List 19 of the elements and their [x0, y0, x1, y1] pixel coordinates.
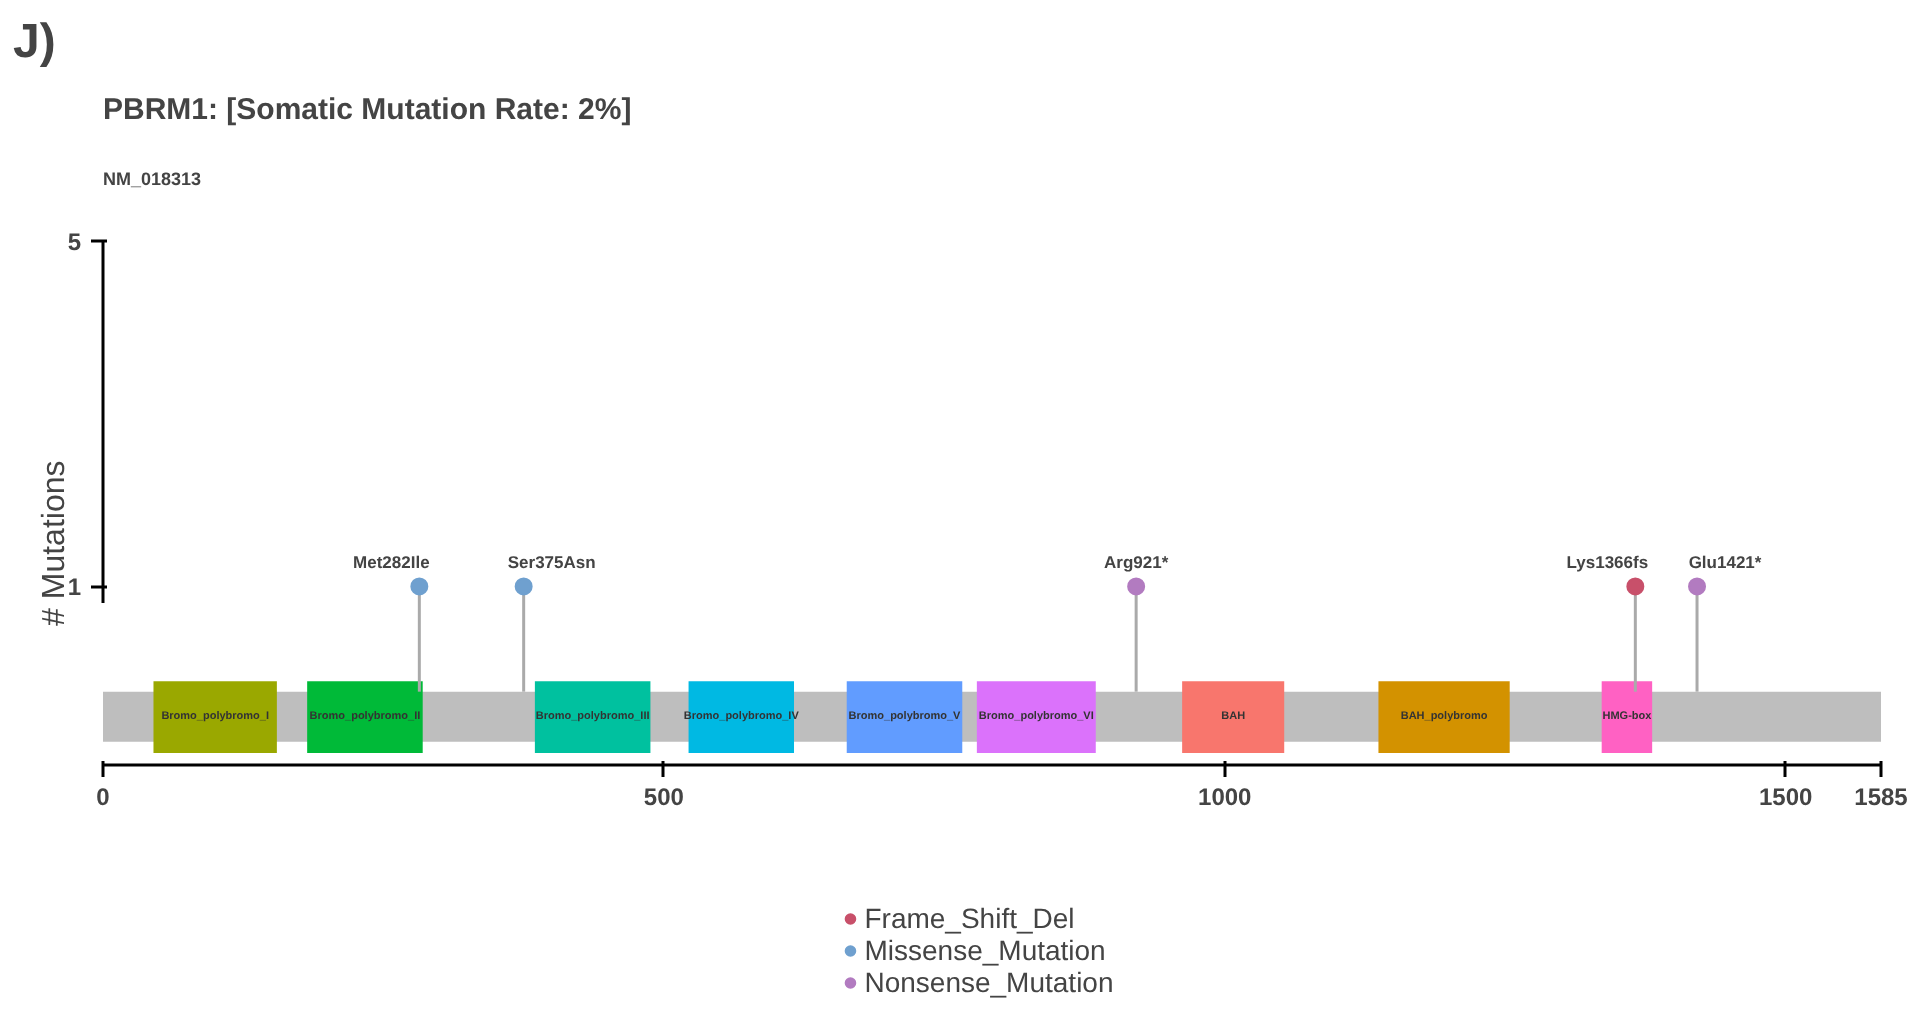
x-tick-label: 0 — [96, 783, 111, 811]
x-tick-label: 1500 — [1758, 783, 1813, 811]
x-tick-label: 500 — [643, 783, 685, 811]
annotation: Ser375Asn — [507, 552, 596, 573]
y-axis-title: # Mutations — [38, 460, 72, 626]
annotation: Arg921* — [1104, 552, 1170, 573]
annotation: Lys1366fs — [1566, 552, 1649, 573]
y-tick-label: 1 — [67, 573, 82, 602]
chart-title: PBRM1: [Somatic Mutation Rate: 2%] — [103, 93, 632, 127]
legend-label: Missense_Mutation — [864, 934, 1106, 966]
annotation: Met282Ile — [353, 552, 431, 573]
y-tick-label: 5 — [67, 228, 82, 257]
legend-label: Frame_Shift_Del — [864, 902, 1075, 934]
annotation: Glu1421* — [1688, 552, 1763, 573]
chart-subtitle: NM_018313 — [103, 169, 202, 189]
legend-label: Nonsense_Mutation — [864, 966, 1114, 998]
x-tick-label: 1000 — [1198, 783, 1253, 811]
x-tick-label: 1585 — [1854, 783, 1909, 811]
text: J) — [13, 15, 56, 69]
